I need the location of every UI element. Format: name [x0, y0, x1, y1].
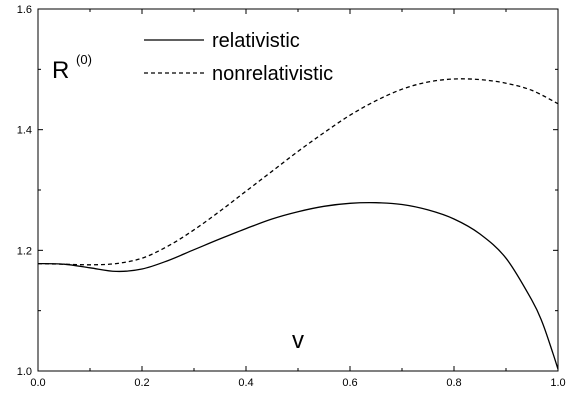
x-tick-label: 0.2	[134, 377, 149, 389]
series-line-relativistic	[37, 201, 559, 370]
y-tick-label: 1.6	[17, 4, 32, 16]
y-axis-label: R (0)	[52, 52, 92, 84]
series-line-nonrelativistic	[37, 78, 559, 266]
y-axis-label-superscript: (0)	[76, 52, 92, 67]
legend: relativistic nonrelativistic	[144, 30, 333, 85]
x-tick-label: 0.0	[30, 377, 45, 389]
x-tick-label: 0.4	[238, 377, 253, 389]
y-tick-label: 1.0	[17, 366, 32, 378]
y-tick-label: 1.2	[17, 245, 32, 257]
x-axis-label: v	[292, 327, 304, 354]
x-tick-label: 0.8	[446, 377, 461, 389]
series-layer	[37, 78, 559, 370]
y-axis-label-main: R	[52, 57, 69, 84]
y-tick-label: 1.4	[17, 125, 32, 137]
legend-label-relativistic: relativistic	[212, 30, 300, 52]
axis-ticks: 0.0 0.2 0.4 0.6 0.8 1.0 1.0 1.2 1.4 1.6	[17, 4, 566, 389]
legend-label-nonrelativistic: nonrelativistic	[212, 63, 333, 85]
x-tick-label: 0.6	[342, 377, 357, 389]
x-tick-label: 1.0	[550, 377, 565, 389]
